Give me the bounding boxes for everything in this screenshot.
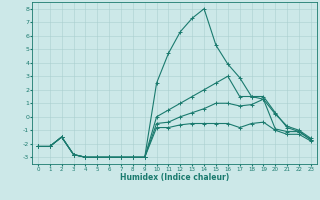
X-axis label: Humidex (Indice chaleur): Humidex (Indice chaleur) — [120, 173, 229, 182]
